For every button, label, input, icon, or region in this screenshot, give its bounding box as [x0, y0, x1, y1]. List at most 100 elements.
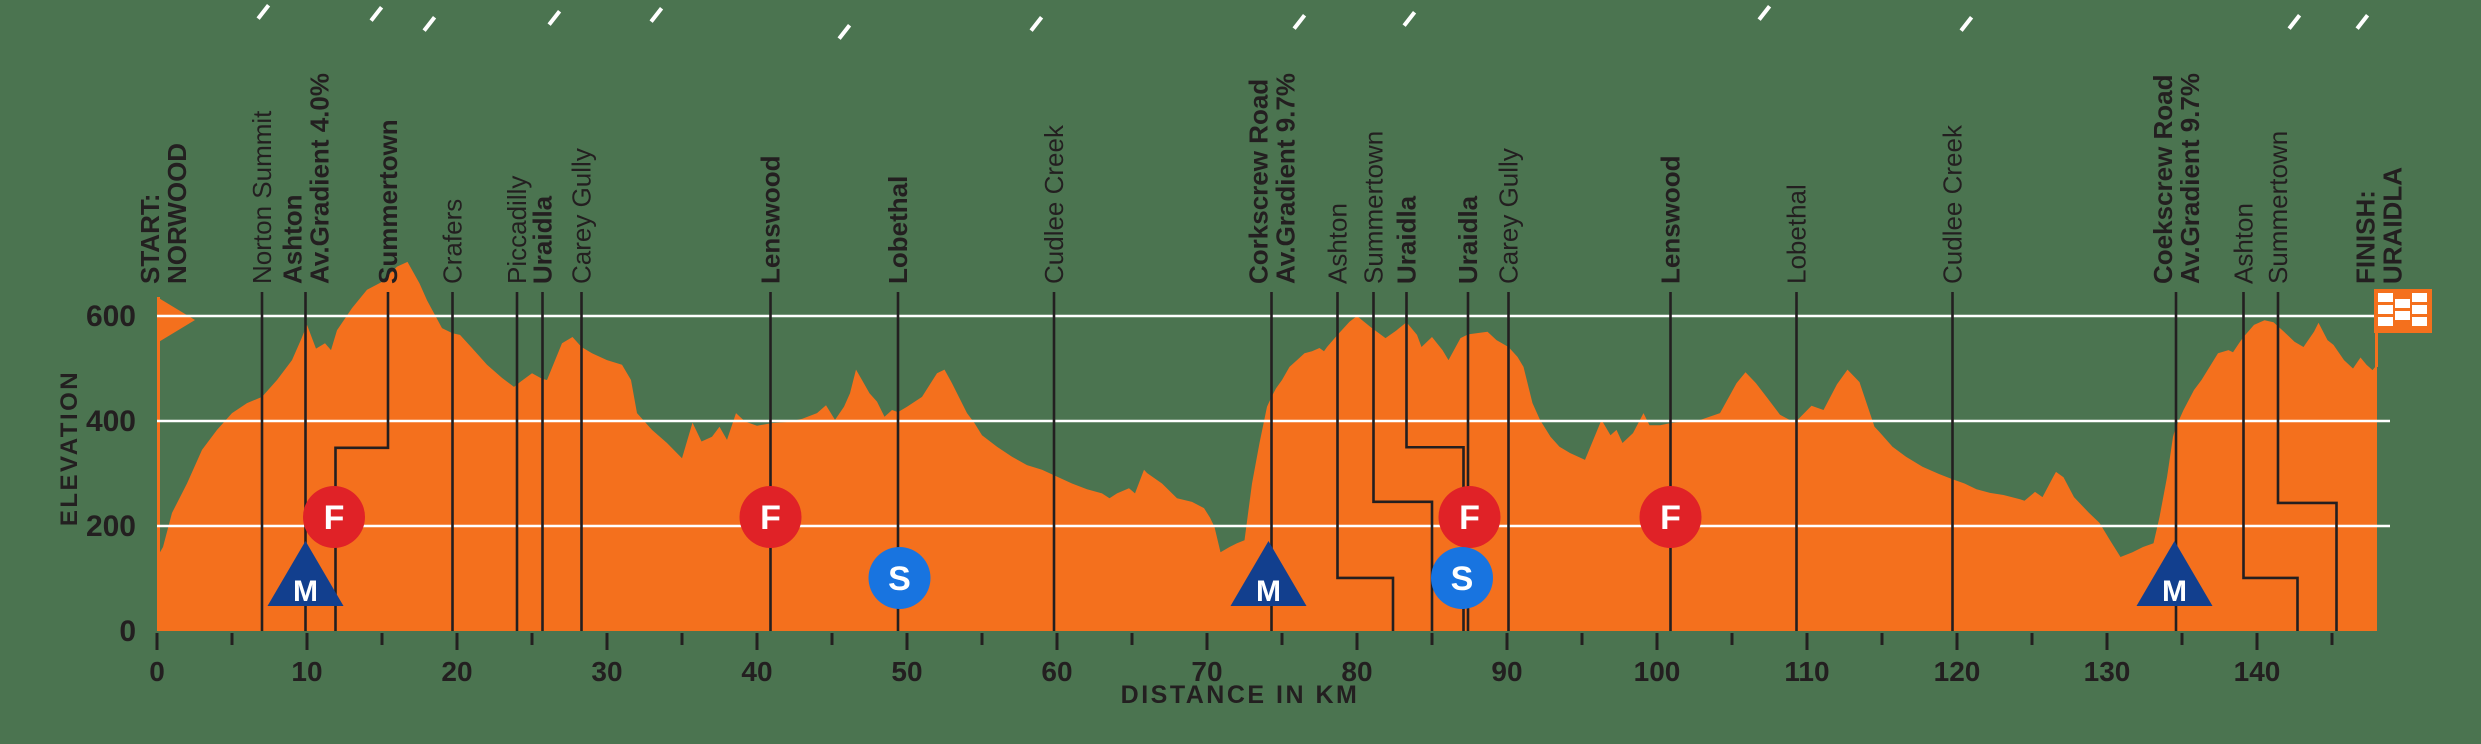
route-label: Summertown	[373, 119, 403, 284]
top-edge-artifact	[369, 6, 384, 22]
y-axis-title: ELEVATION	[56, 369, 83, 527]
route-label-text: Summertown	[373, 119, 403, 284]
feed-letter: F	[1459, 499, 1480, 537]
route-label-text: Lenswood	[756, 155, 786, 284]
top-edge-artifact	[1029, 15, 1044, 32]
top-edge-artifact	[2355, 14, 2370, 30]
y-tick-label: 0	[119, 615, 136, 648]
route-label-text: Cudlee Creek	[1039, 124, 1069, 284]
route-label-text-line2: Av.Gradient 9.7%	[1271, 73, 1301, 284]
route-label: Lobethal	[1782, 184, 1812, 284]
start-flag-pole	[157, 297, 160, 559]
kom-triangle-icon	[2136, 541, 2213, 606]
route-label-elbow-line	[1336, 292, 1395, 631]
finish-flag-pole	[2375, 331, 2378, 367]
finish-flag-check	[2412, 317, 2427, 326]
x-tick-label: 110	[1784, 656, 1829, 687]
route-label-text: Ashton	[2229, 203, 2259, 284]
x-tick-label: 40	[741, 656, 772, 687]
x-tick-label: 30	[591, 656, 622, 687]
route-label-text: Norton Summit	[247, 110, 277, 284]
x-tick-label: 130	[2084, 656, 2131, 687]
feed-letter: F	[1660, 499, 1681, 537]
route-label-text-line1: FINISH:	[2351, 190, 2381, 284]
route-label-text-line1: Coekscrew Road	[2148, 74, 2178, 284]
x-tick-label: 70	[1191, 656, 1222, 687]
route-label: Ashton	[2229, 203, 2259, 284]
x-tick-label: 10	[291, 656, 322, 687]
kom-triangle-icon	[267, 541, 344, 606]
route-label-text: Ashton	[1323, 203, 1353, 284]
finish-flag-check	[2395, 299, 2410, 308]
finish-flag-check	[2378, 317, 2393, 326]
sprint-letter: S	[1451, 560, 1474, 598]
route-label-text-line2: Av.Gradient 9.7%	[2175, 73, 2205, 284]
route-label-text: Carey Gully	[1494, 148, 1524, 284]
route-label-text-line2: URAIDLA	[2378, 167, 2408, 284]
route-label: Crafers	[438, 199, 468, 284]
route-label: Piccadilly	[502, 176, 532, 284]
feed-marker: F	[1639, 486, 1702, 548]
kom-marker: M	[267, 541, 344, 608]
x-tick-label: 140	[2234, 656, 2281, 687]
route-label-text-line1: START:	[135, 193, 165, 284]
top-edge-artifact	[837, 24, 852, 40]
route-label-text: Summertown	[1359, 131, 1389, 284]
finish-flag-check	[2395, 311, 2410, 320]
route-label-elbow-line	[1372, 292, 1434, 631]
kom-marker: M	[1230, 541, 1307, 608]
route-label-text: Cudlee Creek	[1938, 124, 1968, 284]
feed-marker: F	[1438, 486, 1501, 548]
route-label: Carey Gully	[567, 148, 597, 284]
route-label: Cudlee Creek	[1938, 124, 1968, 284]
route-label-text: Crafers	[438, 199, 468, 284]
feed-marker: F	[303, 486, 365, 548]
kom-triangle-icon	[1230, 541, 1307, 606]
sprint-circle-icon	[868, 547, 931, 609]
y-tick-label: 600	[86, 300, 136, 333]
route-label: Lobethal	[883, 176, 913, 284]
top-edge-artifact	[2287, 13, 2302, 30]
finish-flag-check	[2378, 293, 2393, 302]
route-label-text: Lobethal	[883, 176, 913, 284]
feed-circle-icon	[1639, 486, 1702, 548]
route-label: FINISH:URAIDLA	[2351, 167, 2408, 284]
x-tick-label: 100	[1634, 656, 1681, 687]
sprint-circle-icon	[1431, 547, 1493, 609]
feed-circle-icon	[303, 486, 365, 548]
finish-flag-check	[2378, 305, 2393, 314]
route-label-elbow-line	[2276, 292, 2338, 631]
elevation-profile	[157, 261, 2377, 631]
route-label-text-line2: NORWOOD	[162, 143, 192, 284]
kom-letter: M	[1256, 575, 1281, 608]
top-edge-artifact	[1292, 14, 1307, 30]
finish-flag-icon	[2374, 289, 2432, 367]
start-pennant-icon	[157, 297, 195, 343]
top-edge-artifact	[649, 7, 664, 23]
feed-letter: F	[760, 499, 781, 537]
x-axis-title: DISTANCE IN KM	[1120, 681, 1360, 709]
route-label: Summertown	[1359, 131, 1389, 284]
y-tick-label: 200	[86, 510, 136, 543]
top-edge-artifact	[1402, 10, 1417, 27]
feed-circle-icon	[739, 486, 802, 548]
x-tick-label: 50	[891, 656, 922, 687]
sprint-letter: S	[888, 560, 911, 598]
route-label-text: Summertown	[2263, 131, 2293, 284]
top-edge-artifact	[1757, 5, 1772, 21]
route-label: Ashton	[1323, 203, 1353, 284]
route-label: Cudlee Creek	[1039, 124, 1069, 284]
route-label-text-line2: Av.Gradient 4.0%	[305, 73, 335, 284]
route-label: Uraidla	[1392, 195, 1422, 284]
route-label-text: Uraidla	[1453, 195, 1483, 284]
top-edge-artifact	[256, 4, 271, 20]
route-label: Uraidla	[528, 195, 558, 284]
x-tick-label: 90	[1491, 656, 1522, 687]
top-edge-artifact	[547, 9, 562, 26]
route-label: Lenswood	[1656, 155, 1686, 284]
route-label: START:NORWOOD	[135, 143, 192, 284]
